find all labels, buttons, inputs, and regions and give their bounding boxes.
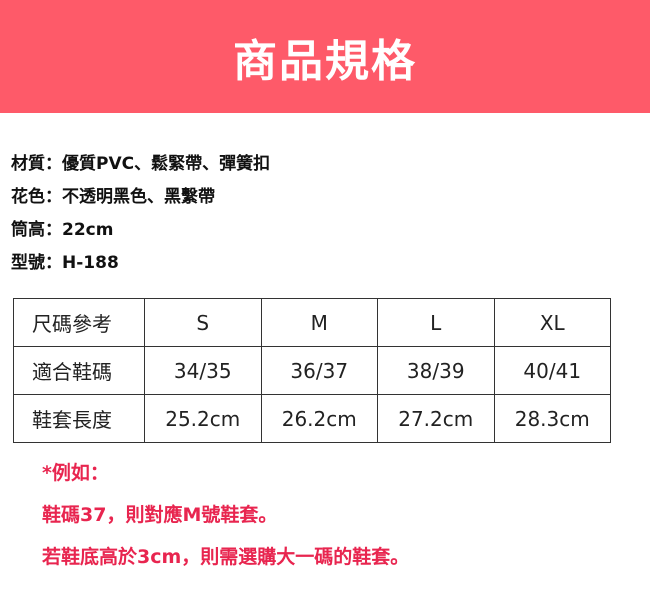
note-line: 若鞋底高於3cm，則需選購大一碼的鞋套。: [42, 546, 410, 568]
table-cell: 適合鞋碼: [13, 346, 145, 395]
spec-model: 型號：H-188: [11, 253, 119, 273]
table-row: 尺碼參考 S M L XL: [13, 298, 611, 347]
spec-color: 花色：不透明黑色、黑繫帶: [11, 187, 215, 207]
spec-material: 材質：優質PVC、鬆緊帶、彈簧扣: [11, 154, 271, 174]
table-cell: XL: [493, 298, 611, 347]
table-cell: 26.2cm: [260, 394, 378, 443]
spec-list: 材質：優質PVC、鬆緊帶、彈簧扣 花色：不透明黑色、黑繫帶 筒高：22cm 型號…: [11, 150, 270, 282]
table-cell: S: [144, 298, 262, 347]
header-banner: 商品規格: [0, 0, 650, 113]
table-cell: 40/41: [493, 346, 611, 395]
table-cell: M: [260, 298, 378, 347]
size-table: 尺碼參考 S M L XL 適合鞋碼 34/35 36/37 38/39 40/…: [13, 298, 611, 443]
note-line: 鞋碼37，則對應M號鞋套。: [42, 504, 278, 526]
spec-height: 筒高：22cm: [11, 220, 114, 240]
table-cell: 尺碼參考: [13, 298, 145, 347]
notes: *例如： 鞋碼37，則對應M號鞋套。 若鞋底高於3cm，則需選購大一碼的鞋套。: [42, 458, 409, 584]
table-row: 鞋套長度 25.2cm 26.2cm 27.2cm 28.3cm: [13, 394, 611, 443]
table-cell: 25.2cm: [144, 394, 262, 443]
table-cell: 鞋套長度: [13, 394, 145, 443]
table-cell: 34/35: [144, 346, 262, 395]
table-cell: 27.2cm: [377, 394, 495, 443]
note-heading: *例如：: [42, 462, 109, 484]
table-cell: 38/39: [377, 346, 495, 395]
table-cell: 36/37: [260, 346, 378, 395]
page-title: 商品規格: [233, 35, 417, 87]
table-cell: 28.3cm: [493, 394, 611, 443]
table-row: 適合鞋碼 34/35 36/37 38/39 40/41: [13, 346, 611, 395]
table-cell: L: [377, 298, 495, 347]
